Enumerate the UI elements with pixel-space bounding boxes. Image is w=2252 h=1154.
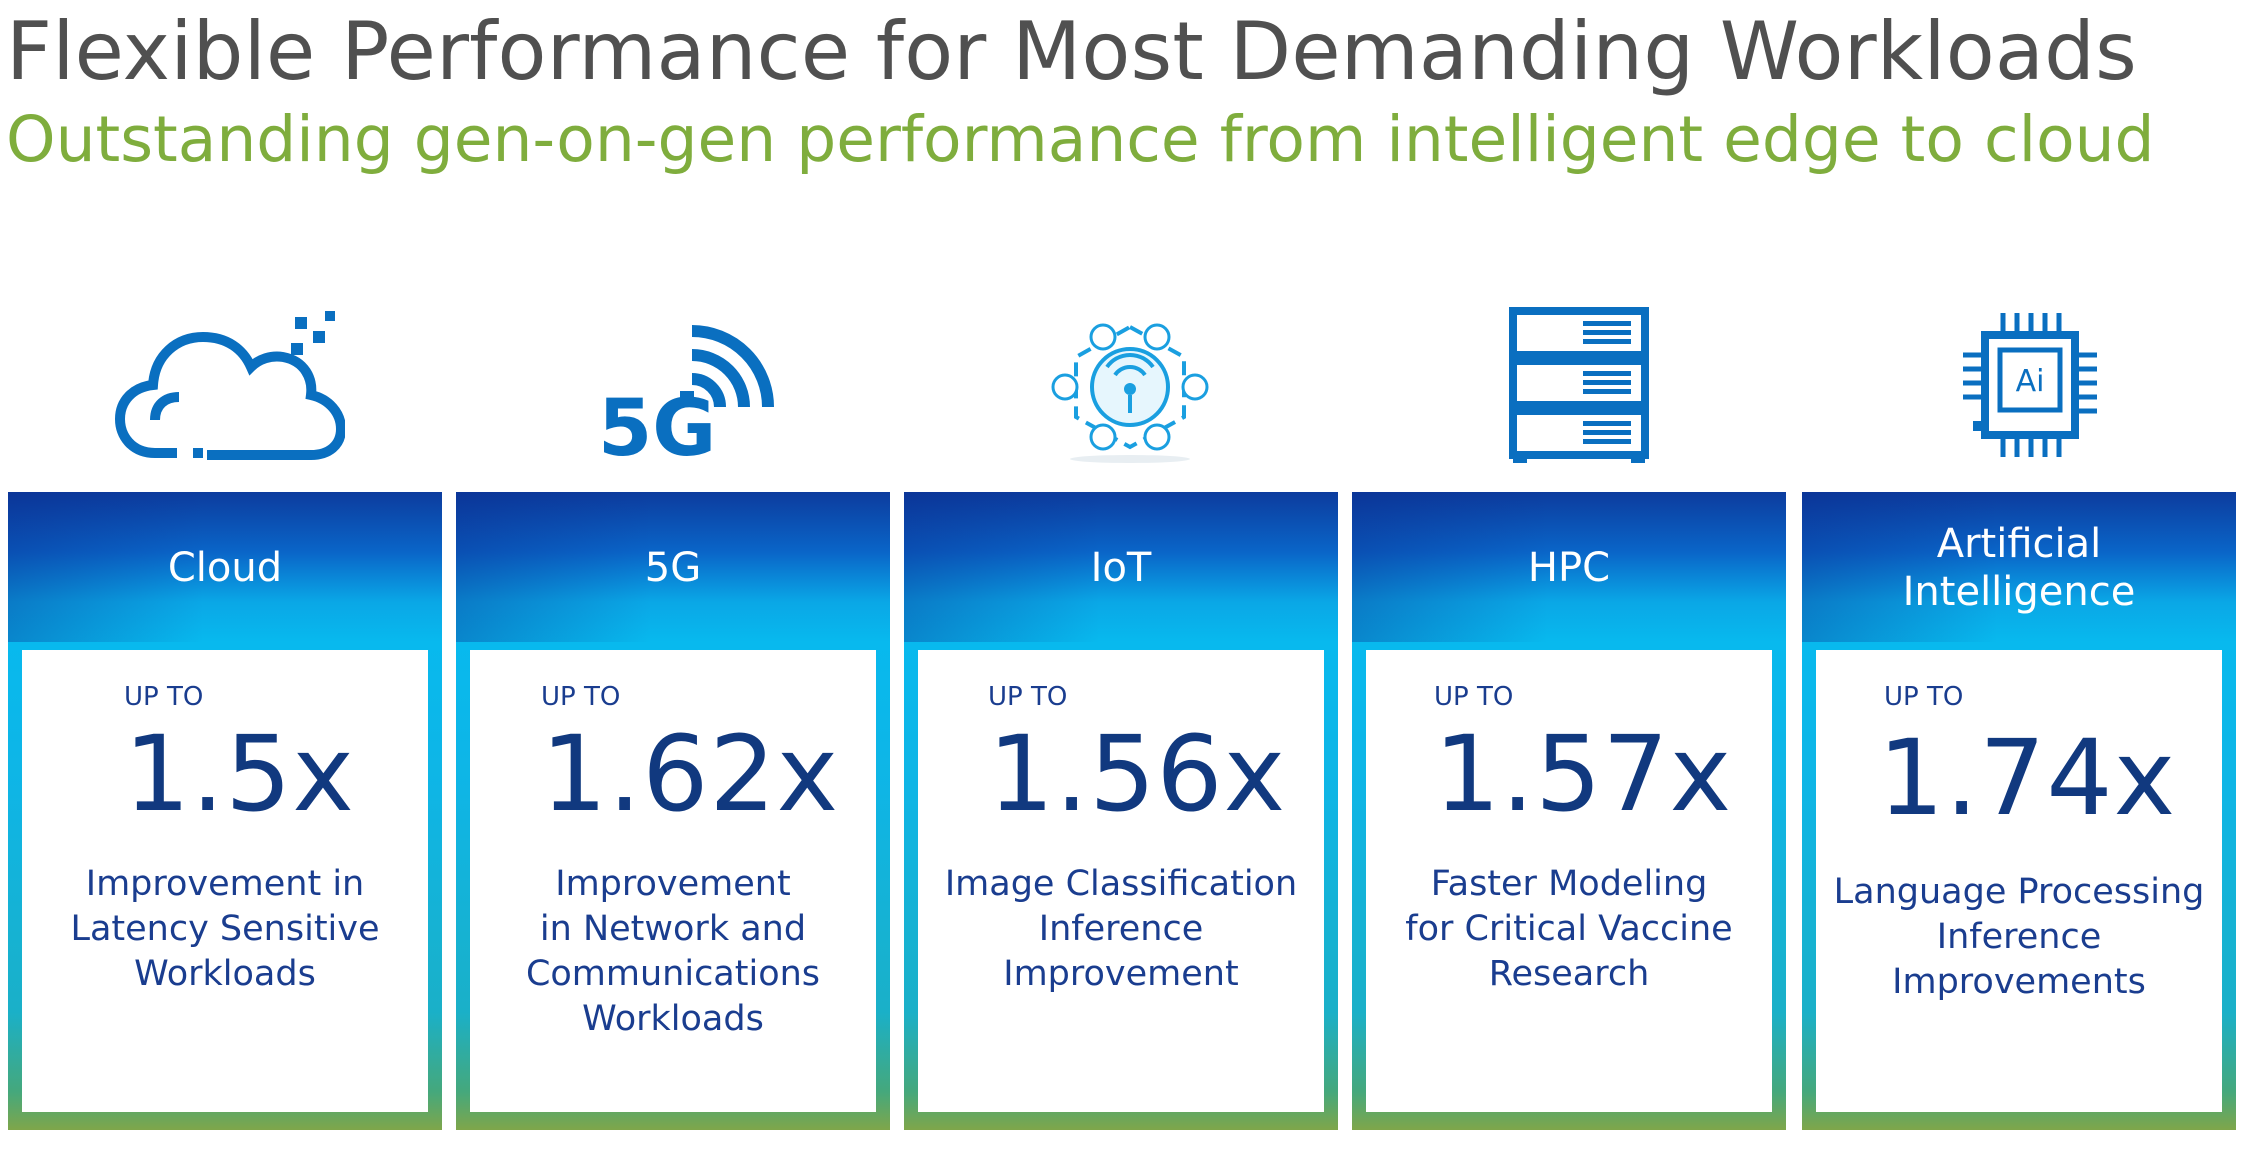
ai-chip-icon: Ai <box>1806 300 2252 470</box>
metric-card: UP TO 1.62x Improvement in Network and C… <box>470 650 876 1112</box>
panel-label: Cloud <box>167 545 283 591</box>
5g-icon: 5G <box>456 300 904 470</box>
metric-prefix: UP TO <box>1884 682 1964 712</box>
metric-card: UP TO 1.74x Language Processing Inferenc… <box>1816 650 2222 1112</box>
metric-card: UP TO 1.57x Faster Modeling for Critical… <box>1366 650 1772 1112</box>
panel-label: IoT <box>1090 545 1152 591</box>
metric-value: 1.57x <box>1434 713 1733 835</box>
cloud-icon <box>6 300 454 470</box>
metric-value: 1.56x <box>988 713 1287 835</box>
panel-cloud: Cloud UP TO 1.5x Improvement in Latency … <box>8 492 442 1130</box>
metric-description: Image Classification Inference Improveme… <box>944 864 1298 994</box>
panel-label: Artificial Intelligence <box>1902 521 2136 615</box>
metric-card: UP TO 1.56x Image Classification Inferen… <box>918 650 1324 1112</box>
panel-label: 5G <box>644 545 702 591</box>
panel-hpc: HPC UP TO 1.57x Faster Modeling for Crit… <box>1352 492 1786 1130</box>
metric-description: Improvement in Latency Sensitive Workloa… <box>70 864 380 994</box>
page-title: Flexible Performance for Most Demanding … <box>6 5 2137 98</box>
panel-5g: 5G UP TO 1.62x Improvement in Network an… <box>456 492 890 1130</box>
metric-card: UP TO 1.5x Improvement in Latency Sensit… <box>22 650 428 1112</box>
panel-iot: IoT UP TO 1.56x Image Classification Inf… <box>904 492 1338 1130</box>
metric-description: Improvement in Network and Communication… <box>525 864 821 1039</box>
metric-prefix: UP TO <box>988 682 1068 712</box>
iot-icon <box>906 300 1354 470</box>
metric-value: 1.74x <box>1878 717 2177 839</box>
metric-description: Language Processing Inference Improvemen… <box>1833 872 2205 1002</box>
iot-hexagon <box>1074 324 1186 450</box>
metric-description: Faster Modeling for Critical Vaccine Res… <box>1405 864 1733 994</box>
metric-value: 1.62x <box>541 713 840 835</box>
metric-prefix: UP TO <box>1434 682 1514 712</box>
metric-prefix: UP TO <box>541 682 621 712</box>
metric-value: 1.5x <box>124 713 355 835</box>
panel-label: HPC <box>1527 545 1611 591</box>
ai-chip-label: Ai <box>2016 364 2045 399</box>
metric-prefix: UP TO <box>124 682 204 712</box>
5g-icon-label: 5G <box>598 384 716 465</box>
server-rack-icon <box>1356 300 1804 470</box>
page-subtitle: Outstanding gen-on-gen performance from … <box>6 103 2155 176</box>
panel-artificial-intelligence: Artificial Intelligence UP TO 1.74x Lang… <box>1802 492 2236 1130</box>
